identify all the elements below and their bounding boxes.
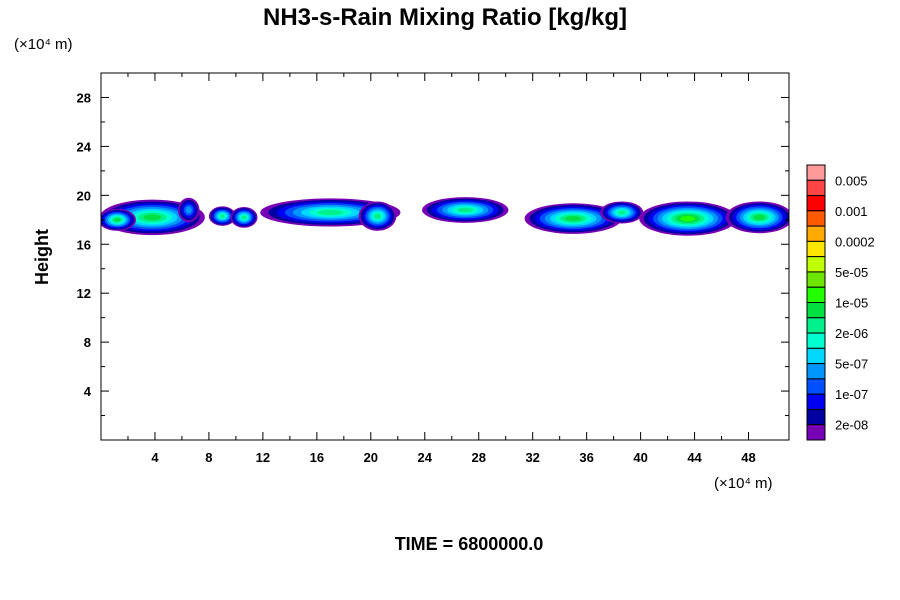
- x-tick-label: 40: [633, 450, 647, 465]
- y-tick-label: 12: [77, 286, 91, 301]
- colorbar-swatch: [806, 347, 826, 365]
- contour-level-11-8: [753, 214, 765, 221]
- plot-frame: [100, 72, 790, 441]
- colorbar-swatch: [806, 286, 826, 304]
- colorbar-swatch: [806, 393, 826, 410]
- x-tick-label: 4: [151, 450, 159, 465]
- contour-level-5-7: [317, 209, 344, 216]
- contour-level-7-7: [457, 207, 474, 213]
- contour-level-9-7: [617, 210, 626, 215]
- y-unit-label: (×10⁴ m): [14, 36, 73, 53]
- colorbar-label: 5e-07: [835, 357, 868, 372]
- colorbar: 0.005 0.001 0.0002 5e-05 1e-05 2e-06 5e-07 1e-0…: [806, 164, 875, 441]
- x-tick-label: 20: [364, 450, 378, 465]
- y-tick-label: 24: [77, 139, 92, 154]
- colorbar-label: 2e-08: [835, 418, 868, 433]
- contour-field: [101, 197, 789, 236]
- colorbar-swatch: [806, 317, 826, 334]
- colorbar-label: 0.005: [835, 173, 868, 188]
- contour-level-4-7: [241, 215, 247, 220]
- colorbar-swatch: [806, 210, 826, 227]
- colorbar-swatch: [806, 363, 826, 380]
- y-tick-label: 20: [77, 188, 91, 203]
- x-unit-label: (×10⁴ m): [714, 475, 773, 492]
- colorbar-label: 0.001: [835, 204, 868, 219]
- y-tick-label: 4: [84, 384, 92, 399]
- y-tick-label: 8: [84, 335, 91, 350]
- contour-level-6-7: [374, 213, 382, 219]
- colorbar-swatch: [806, 332, 826, 349]
- y-tick-label: 16: [77, 237, 91, 252]
- colorbar-label: 2e-06: [835, 326, 868, 341]
- y-axis-label: Height: [32, 229, 52, 285]
- colorbar-swatch: [806, 195, 826, 212]
- contour-level-3-7: [219, 214, 225, 218]
- x-tick-label: 48: [741, 450, 755, 465]
- contour-level-2-4: [185, 206, 192, 214]
- contour-level-8-8: [565, 216, 582, 222]
- colorbar-label: 0.0002: [835, 234, 875, 249]
- colorbar-label: 5e-05: [835, 265, 868, 280]
- colorbar-swatch: [806, 424, 826, 441]
- colorbar-swatch: [806, 240, 826, 258]
- colorbar-swatch: [806, 408, 826, 426]
- x-tick-label: 44: [687, 450, 702, 465]
- x-tick-label: 32: [525, 450, 539, 465]
- colorbar-swatch: [806, 225, 826, 242]
- x-tick-label: 28: [471, 450, 485, 465]
- x-tick-label: 16: [310, 450, 324, 465]
- colorbar-swatch: [806, 164, 826, 181]
- colorbar-swatch: [806, 256, 826, 273]
- colorbar-swatch: [806, 179, 826, 197]
- x-tick-label: 36: [579, 450, 593, 465]
- contour-level-10-9: [680, 215, 696, 222]
- colorbar-label: 1e-05: [835, 296, 868, 311]
- x-tick-label: 12: [256, 450, 270, 465]
- x-tick-label: 24: [418, 450, 433, 465]
- x-tick-label: 8: [205, 450, 212, 465]
- chart-title: NH3-s-Rain Mixing Ratio [kg/kg]: [263, 4, 627, 31]
- colorbar-swatch: [806, 271, 826, 288]
- time-label: TIME = 6800000.0: [395, 534, 544, 554]
- colorbar-swatch: [806, 302, 826, 319]
- y-tick-label: 28: [77, 90, 91, 105]
- contour-level-0-8: [143, 214, 162, 221]
- colorbar-swatch: [806, 378, 826, 395]
- colorbar-label: 1e-07: [835, 387, 868, 402]
- contour-level-1-8: [114, 217, 121, 222]
